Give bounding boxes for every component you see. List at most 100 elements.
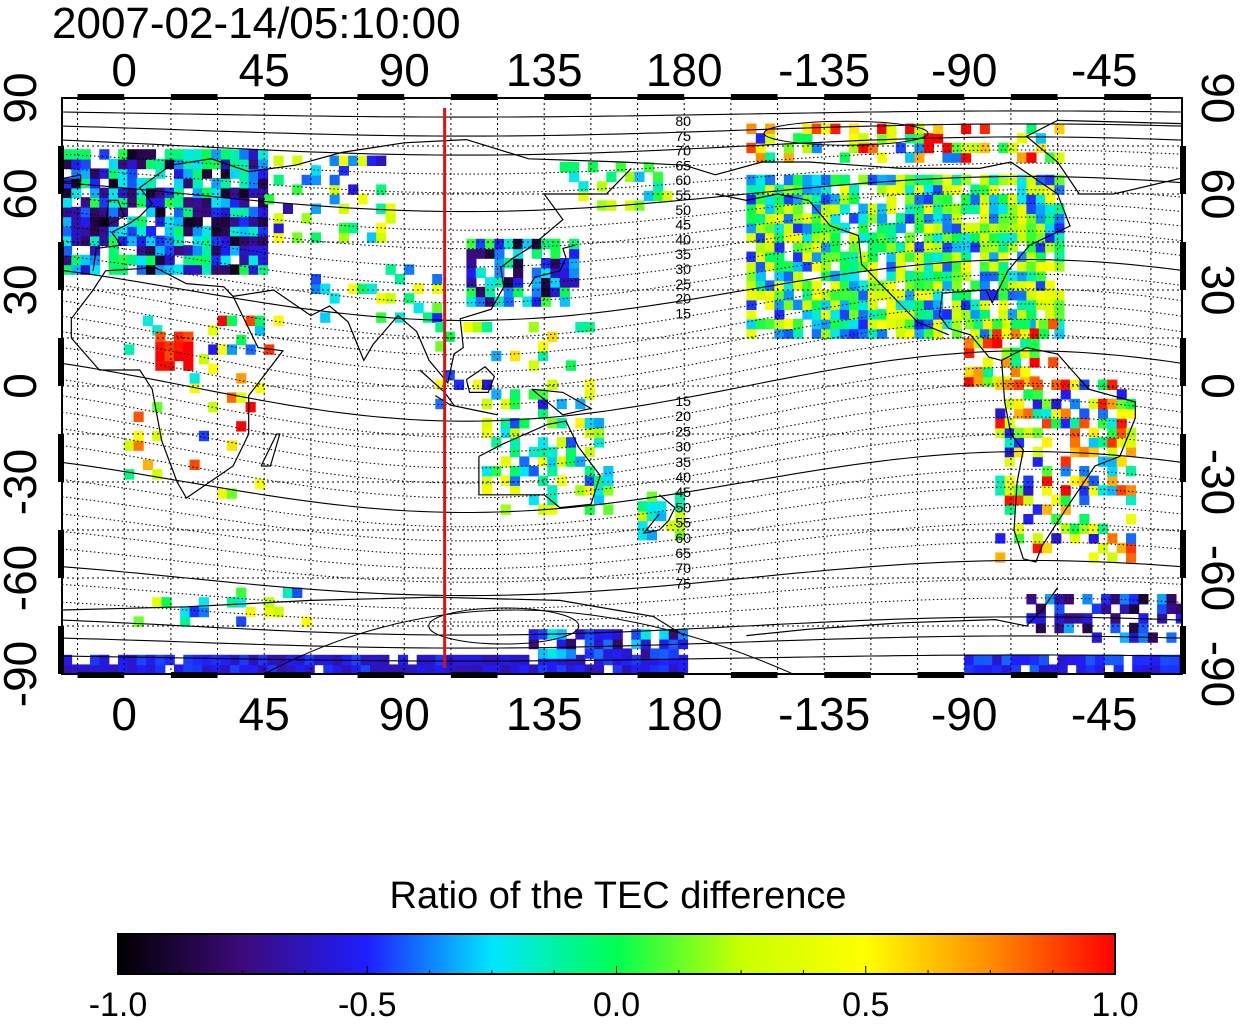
tec-cell: [202, 245, 213, 256]
tec-cell: [942, 203, 953, 214]
tec-cell: [995, 552, 1006, 563]
tec-cell: [886, 318, 897, 330]
left-frame-bar: [58, 434, 64, 482]
tec-cell: [575, 322, 586, 333]
tec-cell: [338, 155, 349, 166]
tec-cell: [905, 203, 916, 214]
top-frame-bar: [637, 94, 685, 100]
tec-cell: [211, 178, 222, 189]
tec-cell: [811, 174, 822, 186]
colorbar-title: Ratio of the TEC difference: [390, 875, 847, 917]
tec-cell: [71, 178, 82, 189]
tec-cell: [1032, 389, 1043, 400]
tec-cell: [622, 664, 633, 674]
tec-cell: [849, 123, 860, 134]
tec-cell: [989, 222, 1000, 234]
tec-cell: [1026, 299, 1037, 310]
tec-cell: [248, 226, 259, 237]
tec-cell: [1070, 418, 1081, 429]
tec-cell: [1045, 152, 1056, 163]
tec-cell: [849, 261, 860, 272]
tec-cell: [282, 203, 293, 214]
tec-cell: [485, 286, 496, 298]
tec-cell: [127, 168, 138, 179]
tec-cell: [821, 174, 832, 186]
tec-cell: [992, 318, 1003, 330]
tec-cell: [99, 197, 110, 208]
tec-cell: [208, 402, 219, 413]
tec-cell: [366, 232, 377, 243]
tec-cell: [1116, 485, 1127, 496]
tec-cell: [510, 427, 521, 438]
tec-cell: [1010, 664, 1021, 674]
tec-cell: [1020, 654, 1031, 666]
tec-cell: [1035, 184, 1046, 195]
tec-cell: [674, 491, 685, 502]
tec-cell: [531, 248, 542, 259]
tec-cell: [830, 270, 841, 282]
tec-cell: [1001, 347, 1012, 358]
tec-cell: [979, 123, 990, 134]
tec-cell: [1048, 357, 1059, 368]
tec-cell: [933, 280, 944, 291]
tec-cell: [811, 328, 822, 339]
tec-cell: [236, 597, 247, 608]
tec-cell: [603, 648, 614, 659]
tec-cell: [849, 280, 860, 291]
tec-cell: [183, 341, 194, 352]
tec-cell: [951, 251, 962, 262]
tec-cell: [494, 296, 505, 307]
tec-cell: [71, 168, 82, 179]
tec-cell: [998, 261, 1009, 272]
tec-cell: [161, 597, 172, 608]
tec-cell: [992, 328, 1003, 339]
tec-cell: [979, 328, 990, 339]
tec-cell: [933, 213, 944, 224]
tec-cell: [578, 190, 589, 202]
tec-cell: [886, 174, 897, 186]
tec-cell: [793, 232, 804, 243]
tec-cell: [108, 254, 119, 266]
tec-cell: [886, 242, 897, 253]
tec-cell: [765, 242, 776, 253]
tec-cell: [164, 264, 175, 275]
tec-cell: [1098, 437, 1109, 448]
tec-cell: [612, 664, 623, 674]
tec-cell: [1035, 622, 1046, 634]
tec-cell: [146, 158, 157, 170]
tec-cell: [849, 133, 860, 144]
tec-cell: [995, 408, 1006, 419]
tec-cell: [1007, 232, 1018, 243]
tec-cell: [528, 360, 539, 371]
maglat-label-north: 80: [675, 113, 691, 129]
maglat-contour: [62, 149, 1182, 175]
maglat-contour: [62, 635, 1182, 649]
tec-cell: [631, 638, 642, 650]
tec-cell: [155, 168, 166, 179]
tec-cell: [951, 203, 962, 214]
maglat-contour: [62, 616, 1182, 636]
tec-cell: [71, 235, 82, 246]
maglat-contour: [62, 334, 1182, 406]
tec-cell: [566, 638, 577, 650]
tec-cell: [90, 245, 101, 256]
tec-cell: [746, 309, 757, 320]
tec-cell: [192, 264, 203, 275]
tec-cell: [1088, 533, 1099, 544]
tec-cell: [989, 232, 1000, 243]
tec-cell: [755, 174, 766, 186]
tec-cell: [914, 318, 925, 330]
tec-cell: [310, 174, 321, 186]
tec-cell: [905, 213, 916, 224]
tec-cell: [849, 142, 860, 154]
tec-cell: [979, 280, 990, 291]
maglat-label-south: 75: [675, 575, 691, 591]
tec-cell: [811, 280, 822, 291]
tec-cell: [942, 152, 953, 163]
tec-cell: [584, 418, 595, 429]
maglat-label-north: 45: [675, 217, 691, 233]
tec-cell: [765, 152, 776, 163]
tec-cell: [603, 629, 614, 640]
tec-cell: [839, 194, 850, 205]
tec-cell: [323, 664, 334, 674]
